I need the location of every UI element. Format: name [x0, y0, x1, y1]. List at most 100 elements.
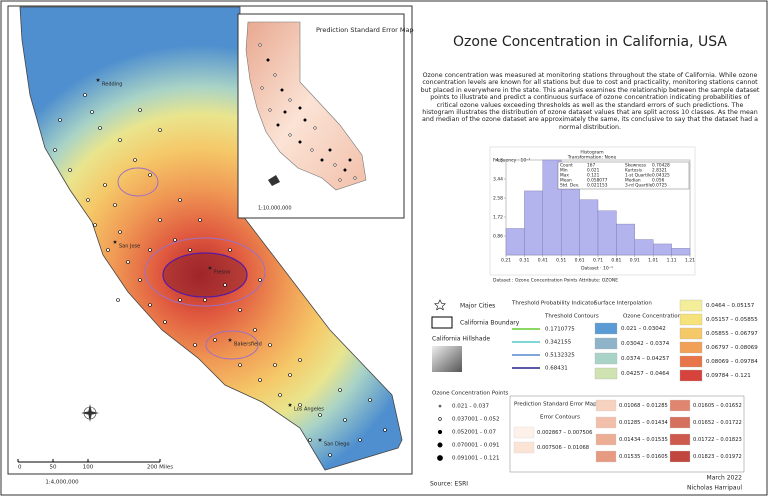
histogram-caption: Dataset : Ozone Concentration Points Att…: [493, 278, 618, 284]
legend-subtitle: Ozone Concentration: [623, 314, 682, 320]
station-point: [353, 176, 357, 180]
legend-label: 0.06797 – 0.08069: [706, 345, 758, 351]
x-tick-label: 0.41: [538, 258, 548, 264]
stat-label: Kurtosis: [625, 168, 643, 174]
city-label: Bakersfield: [234, 342, 262, 348]
station-point: [223, 283, 227, 287]
station-point: [103, 183, 107, 187]
station-point: [303, 118, 307, 122]
threshold-contour: [144, 237, 266, 307]
stat-value: 2.8321: [652, 168, 667, 174]
station-point: [90, 110, 94, 114]
scale-label: 50: [50, 465, 57, 471]
city-label: San Diego: [324, 442, 350, 448]
legend-label: 0.05855 – 0.06797: [706, 331, 758, 337]
x-tick-label: 0.31: [519, 258, 529, 264]
station-point: [58, 118, 62, 122]
station-point: [116, 298, 120, 302]
station-point: [203, 298, 207, 302]
x-tick-label: 1.01: [648, 258, 658, 264]
station-point: [288, 133, 292, 137]
station-point: [298, 106, 302, 110]
station-point: [273, 73, 277, 77]
x-tick-label: 0.51: [556, 258, 566, 264]
station-point: [93, 223, 97, 227]
legend-label: 0.0464 – 0.05157: [706, 303, 755, 309]
description: Ozone concentration was measured at moni…: [420, 72, 760, 131]
station-point: [83, 93, 87, 97]
inset-title: Prediction Standard Error Map: [316, 26, 414, 34]
station-point: [310, 148, 314, 152]
station-point: [328, 453, 332, 457]
legend-label: 0.01285 – 0.01434: [619, 420, 668, 426]
station-point: [338, 388, 342, 392]
scale-label: 0: [18, 465, 22, 471]
error-swatch: [595, 450, 617, 463]
inset-map: [237, 13, 405, 219]
legend-label: 0.68431: [545, 366, 568, 372]
legend-title: Threshold Probability Indicator: [511, 301, 597, 307]
legend-label: California Boundary: [460, 320, 520, 327]
hillshade-symbol: [432, 346, 462, 372]
histogram-bar: [505, 228, 525, 256]
station-point: [308, 438, 312, 442]
station-point: [98, 126, 102, 130]
station-point: [113, 203, 117, 207]
histogram-title: Histogram: [580, 150, 603, 156]
error-swatch: [595, 416, 617, 429]
y-tick-label: 2.58: [493, 196, 503, 202]
x-tick-label: 1.11: [667, 258, 677, 264]
legend-label: 0.037001 - 0.052: [452, 417, 499, 423]
histogram-bar: [671, 248, 691, 256]
legend-label: 0.052001 - 0.07: [452, 430, 496, 436]
histogram-bar: [634, 239, 654, 256]
station-point: [320, 158, 324, 162]
station-point: [213, 338, 217, 342]
legend-subtitle: Error Contours: [540, 415, 580, 421]
legend-title: California Hillshade: [432, 336, 490, 343]
error-swatch: [669, 450, 691, 463]
error-swatch: [513, 426, 535, 439]
error-swatch: [669, 416, 691, 429]
y-axis-label: Frequency · 10⁻¹: [493, 158, 531, 164]
station-point: [298, 358, 302, 362]
point-swatch: [437, 442, 443, 448]
y-tick-label: 0.86: [493, 234, 503, 240]
histogram-subtitle: Transformation: None: [567, 155, 617, 161]
surface-swatch: [679, 355, 703, 368]
city-symbol: [96, 78, 100, 82]
city-symbol: [208, 266, 212, 270]
station-point: [163, 320, 167, 324]
station-point: [258, 278, 262, 282]
stat-value: 0.058077: [587, 178, 608, 184]
legend-label: 0.04257 – 0.0464: [621, 371, 670, 377]
station-point: [238, 308, 242, 312]
y-tick-label: 1.72: [493, 215, 503, 221]
station-point: [188, 248, 192, 252]
error-swatch: [669, 399, 691, 412]
station-point: [118, 230, 122, 234]
station-point: [228, 248, 232, 252]
scale-label: 100: [83, 465, 94, 471]
legend-label: 0.01722 – 0.01823: [693, 437, 742, 443]
station-point: [178, 298, 182, 302]
station-point: [358, 438, 362, 442]
station-point: [288, 373, 292, 377]
error-swatch: [513, 441, 535, 454]
surface-swatch: [594, 322, 618, 335]
station-point: [238, 363, 242, 367]
station-point: [253, 328, 257, 332]
station-point: [86, 198, 90, 202]
y-tick-label: 4.3: [496, 158, 503, 164]
error-swatch: [669, 433, 691, 446]
surface-swatch: [679, 313, 703, 326]
station-point: [268, 343, 272, 347]
legend-subtitle: Threshold Contours: [544, 314, 599, 320]
surface-swatch: [594, 352, 618, 365]
station-point: [193, 343, 197, 347]
station-point: [298, 403, 302, 407]
histogram-bar: [653, 243, 672, 256]
surface-swatch: [594, 337, 618, 350]
surface-swatch: [679, 299, 703, 312]
x-tick-label: 1.21: [685, 258, 695, 264]
